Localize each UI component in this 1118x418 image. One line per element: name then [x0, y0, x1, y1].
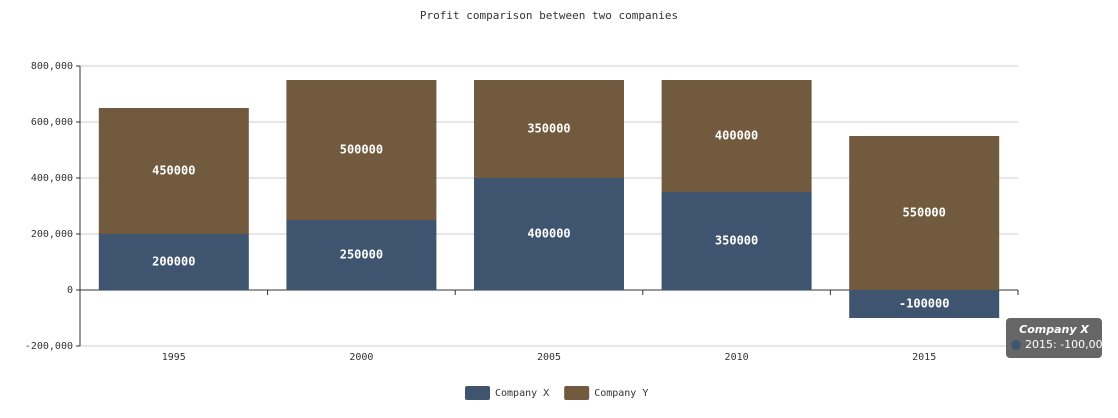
bar	[849, 136, 1000, 290]
bar	[849, 290, 1000, 318]
bar	[98, 108, 249, 234]
bar	[286, 80, 437, 220]
tooltip-box	[1006, 318, 1102, 358]
tooltip-swatch	[1011, 340, 1021, 350]
y-tick-label: 600,000	[31, 117, 73, 128]
data-label: 400000	[527, 227, 570, 241]
data-label: 400000	[715, 129, 758, 143]
data-label: 500000	[340, 143, 383, 157]
x-tick-label: 1995	[162, 352, 186, 363]
x-tick-label: 2010	[725, 352, 749, 363]
y-tick-label: 800,000	[31, 61, 73, 72]
tooltip-title: Company X	[1019, 323, 1089, 336]
y-tick-label: 400,000	[31, 173, 73, 184]
x-tick-label: 2015	[912, 352, 936, 363]
tooltip-text: 2015: -100,000	[1025, 338, 1110, 351]
y-tick-label: -200,000	[25, 341, 73, 352]
bar	[98, 234, 249, 290]
data-label: 350000	[715, 234, 758, 248]
data-label: -100000	[899, 297, 950, 311]
y-tick-label: 200,000	[31, 229, 73, 240]
legend-label: Company Y	[594, 388, 648, 399]
chart-title: Profit comparison between two companies	[420, 9, 678, 22]
tooltip: Company X 2015: -100,000	[1006, 318, 1110, 358]
x-tick-label: 2005	[537, 352, 561, 363]
bar	[661, 192, 812, 290]
data-label: 350000	[527, 122, 570, 136]
legend-swatch	[564, 386, 590, 400]
legend-label: Company X	[495, 388, 549, 399]
data-label: 250000	[340, 248, 383, 262]
data-label: 200000	[152, 255, 195, 269]
x-tick-label: 2000	[349, 352, 373, 363]
bar	[474, 80, 624, 178]
legend-swatch	[465, 386, 490, 400]
bar	[661, 80, 812, 192]
data-label: 550000	[903, 206, 946, 220]
bar	[286, 220, 437, 290]
data-label: 450000	[152, 164, 195, 178]
y-tick-label: 0	[67, 285, 73, 296]
bar	[474, 178, 624, 290]
